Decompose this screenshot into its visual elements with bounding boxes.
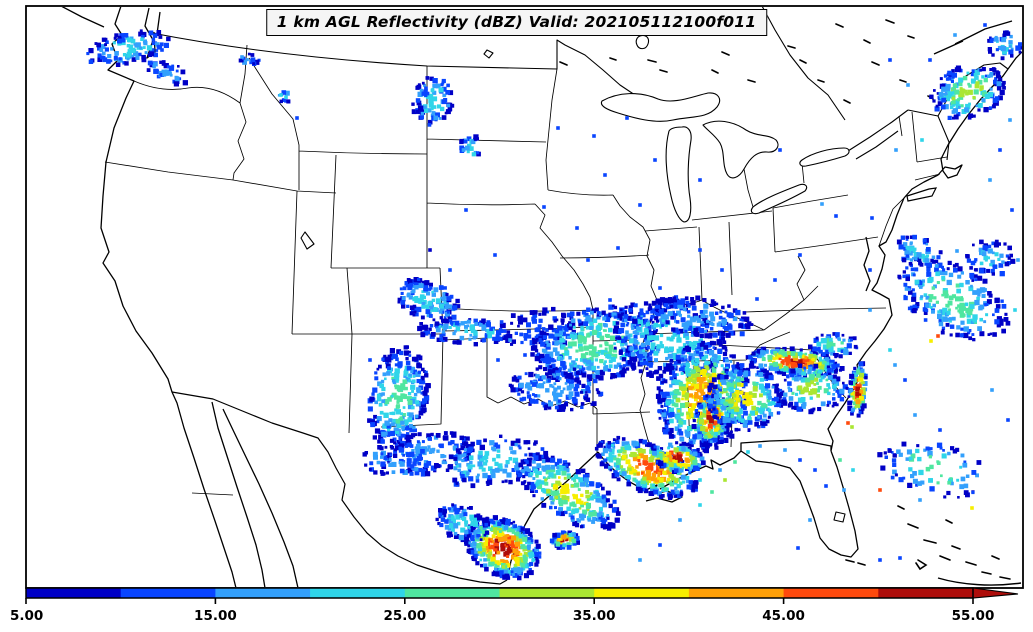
great-lakes — [300, 34, 850, 523]
map-title: 1 km AGL Reflectivity (dBZ) Valid: 20210… — [265, 9, 768, 36]
map-background — [26, 6, 1023, 588]
colorbar-segment — [688, 588, 785, 598]
colorbar-tick-label: 15.00 — [194, 608, 237, 624]
colorbar-segment — [404, 588, 500, 598]
colorbar-tick-label: 5.00 — [10, 608, 43, 624]
mexico-border — [171, 391, 508, 585]
cuba-coast — [937, 577, 1022, 586]
colorbar-segment — [120, 588, 216, 598]
colorbar-segment — [594, 588, 690, 598]
colorbar-tick-label: 25.00 — [383, 608, 426, 624]
colorbar-tick-label: 55.00 — [952, 608, 995, 624]
colorbar-segment — [310, 588, 406, 598]
colorbar-segment — [878, 588, 974, 598]
colorbar-outline — [25, 587, 974, 599]
colorbar-segment — [783, 588, 879, 598]
colorbar-tick-label: 35.00 — [573, 608, 616, 624]
colorbar-extend-arrow — [972, 587, 1019, 599]
colorbar-segment — [26, 588, 122, 598]
colorbar: 5.00 15.00 25.00 35.00 45.00 55.00 — [10, 587, 1019, 624]
long-island — [906, 187, 938, 202]
colorbar-segment — [215, 588, 311, 598]
canada-border — [151, 7, 1009, 161]
radar-echo-layer — [86, 23, 1022, 581]
colorbar-segment — [499, 588, 595, 598]
colorbar-tick-label: 45.00 — [762, 608, 805, 624]
